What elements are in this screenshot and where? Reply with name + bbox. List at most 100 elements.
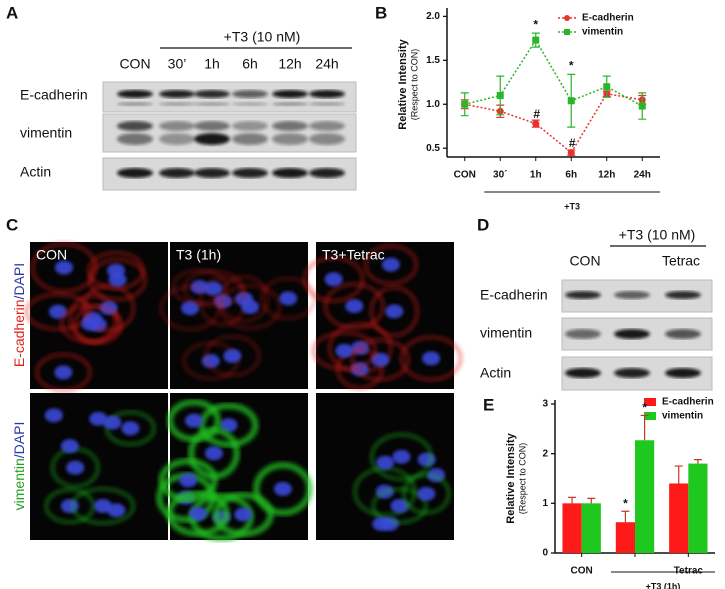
legend-swatch	[644, 412, 656, 420]
nucleus	[273, 481, 292, 496]
cell	[260, 277, 316, 320]
blot-header: +T3 (10 nM)	[224, 29, 301, 45]
bar	[688, 463, 708, 553]
marker	[532, 120, 540, 128]
band	[272, 133, 308, 145]
band	[272, 168, 308, 178]
x-tick-label: 24h	[634, 170, 651, 181]
nucleus	[234, 507, 253, 522]
cell	[25, 293, 91, 331]
legend-label: E-cadherin	[582, 13, 634, 24]
y-tick-label: 1	[542, 498, 548, 509]
nucleus	[223, 348, 242, 363]
row-label: Actin	[480, 365, 511, 381]
x-tick-label: CON	[571, 566, 593, 577]
panel-label: C	[6, 215, 18, 234]
cell	[71, 487, 135, 525]
x-tick-label: CON	[454, 170, 476, 181]
band	[232, 133, 268, 145]
band	[232, 121, 268, 131]
band	[309, 133, 345, 145]
nucleus	[345, 299, 364, 314]
band	[565, 291, 601, 299]
band	[159, 102, 195, 106]
nucleus	[390, 498, 409, 513]
band	[117, 168, 153, 178]
y-axis-sublabel: (Respect to CON)	[409, 49, 419, 121]
annotation: *	[533, 17, 538, 31]
nucleus	[54, 365, 73, 380]
panel-label: A	[6, 3, 18, 22]
marker	[461, 100, 469, 108]
cell	[31, 242, 97, 293]
annotation: #	[569, 136, 576, 150]
row-label: vimentin/DAPI	[11, 422, 27, 511]
lane-label: 12h	[278, 56, 301, 72]
image	[170, 242, 308, 389]
micrograph	[303, 242, 462, 389]
band	[194, 102, 230, 106]
column-label: CON	[36, 247, 67, 263]
row-label: E-cadherin	[20, 87, 88, 103]
error-bar	[693, 459, 702, 464]
nucleus	[89, 411, 108, 426]
panel-label: E	[483, 395, 494, 414]
y-tick-label: 2	[542, 448, 548, 459]
micrograph	[156, 393, 313, 542]
cell	[402, 473, 450, 514]
column-label: T3+Tetrac	[322, 247, 385, 263]
error-bar	[568, 496, 577, 504]
cell	[166, 490, 230, 537]
blot	[102, 113, 357, 153]
lane-label: Tetrac	[662, 253, 700, 269]
nucleus	[324, 272, 343, 287]
stain: E-cadherin	[11, 299, 27, 367]
cell	[312, 331, 377, 370]
band	[614, 329, 650, 339]
y-tick-label: 1.5	[426, 55, 440, 66]
y-axis-label: Relative Intensity	[505, 432, 517, 523]
nucleus	[385, 304, 404, 319]
cell	[45, 488, 95, 524]
cell	[219, 284, 281, 330]
annotation: *	[569, 59, 574, 73]
row-label: vimentin	[480, 325, 532, 341]
error-bar	[640, 414, 649, 441]
nucleus	[103, 415, 122, 430]
cell	[35, 353, 91, 392]
band	[232, 102, 268, 106]
lane-label: 30’	[168, 56, 187, 72]
nucleus	[44, 408, 63, 423]
lane-label: CON	[569, 253, 600, 269]
cell	[324, 283, 385, 329]
nucleus	[108, 272, 127, 287]
annotation: *	[623, 496, 628, 510]
legend-swatch	[644, 398, 656, 406]
band	[614, 291, 650, 299]
band	[194, 133, 230, 145]
micrograph	[316, 393, 454, 540]
legend-label: vimentin	[582, 27, 623, 38]
row-label: vimentin	[20, 125, 72, 141]
nucleus	[376, 455, 395, 470]
cell	[105, 411, 156, 446]
y-axis-label: Relative Intensity	[397, 38, 409, 129]
nucleus	[417, 486, 436, 501]
band	[272, 90, 308, 98]
band	[309, 90, 345, 98]
band	[117, 102, 153, 106]
lane-label: 6h	[242, 56, 258, 72]
cell	[370, 433, 432, 481]
nucleus	[60, 439, 79, 454]
band	[194, 168, 230, 178]
row-label: E-cadherin	[480, 287, 548, 303]
cell	[198, 402, 259, 448]
cell	[82, 284, 135, 332]
nucleus	[204, 281, 223, 296]
line	[464, 92, 643, 154]
band	[194, 90, 230, 98]
y-tick-label: 0	[542, 548, 548, 559]
band	[309, 168, 345, 178]
bar	[581, 503, 601, 553]
band	[117, 133, 153, 145]
